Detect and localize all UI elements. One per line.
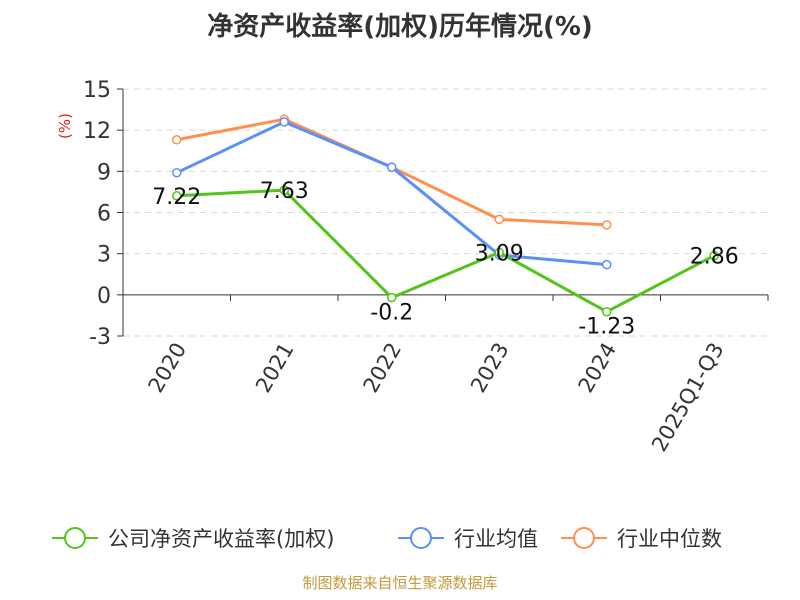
legend-label: 行业均值 <box>454 527 538 551</box>
series-line <box>176 117 607 227</box>
x-tick-label: 2021 <box>251 339 299 397</box>
data-point <box>494 214 504 225</box>
y-axis-title: (%) <box>56 113 74 139</box>
x-tick-label: 2022 <box>359 339 407 397</box>
y-tick-label: 12 <box>83 119 111 144</box>
data-point <box>279 185 289 195</box>
source-note: 制图数据来自恒生聚源数据库 <box>302 574 498 592</box>
data-point <box>172 191 182 201</box>
legend-marker <box>573 527 595 549</box>
data-point <box>602 306 612 317</box>
y-tick-label: 0 <box>97 284 111 309</box>
series-lines <box>172 114 719 317</box>
data-label: 7.63 <box>260 179 309 204</box>
data-label: 2.86 <box>690 245 739 270</box>
legend-marker <box>410 527 432 549</box>
data-label: -0.2 <box>370 301 413 326</box>
data-point <box>172 167 182 178</box>
legend-label: 行业中位数 <box>617 527 722 551</box>
legend: 公司净资产收益率(加权) 行业均值 行业中位数 <box>52 527 722 551</box>
data-label: 3.09 <box>475 241 524 266</box>
data-point <box>709 250 719 261</box>
data-label: 7.22 <box>152 185 201 210</box>
legend-marker <box>64 527 86 549</box>
legend-label: 公司净资产收益率(加权) <box>108 527 334 551</box>
data-labels: 7.22 7.63 -0.2 3.09 -1.23 2.86 <box>152 179 738 340</box>
series-line <box>176 188 715 314</box>
data-point <box>279 117 289 127</box>
x-tick-label: 2025Q1-Q3 <box>647 339 729 456</box>
x-tick-label: 2023 <box>466 339 514 397</box>
data-point <box>494 247 504 258</box>
y-tick-label: 6 <box>97 202 111 227</box>
chart-title: 净资产收益率(加权)历年情况(%) <box>207 12 593 42</box>
y-tick-label: 3 <box>97 243 111 268</box>
y-tick-label: 9 <box>97 160 111 185</box>
x-tick-label: 2020 <box>144 339 192 397</box>
data-point <box>387 292 397 303</box>
data-point <box>602 259 612 270</box>
data-point <box>602 220 612 230</box>
y-tick-label: -3 <box>89 325 111 350</box>
data-point <box>387 162 397 172</box>
data-point <box>172 135 182 145</box>
x-tick-label: 2024 <box>574 339 622 397</box>
axes: -3 0 3 6 9 12 15 (%) 2020 2021 2022 2023 2024 2025Q1-… <box>56 78 769 456</box>
y-tick-label: 15 <box>83 78 111 103</box>
data-label: -1.23 <box>578 315 635 340</box>
